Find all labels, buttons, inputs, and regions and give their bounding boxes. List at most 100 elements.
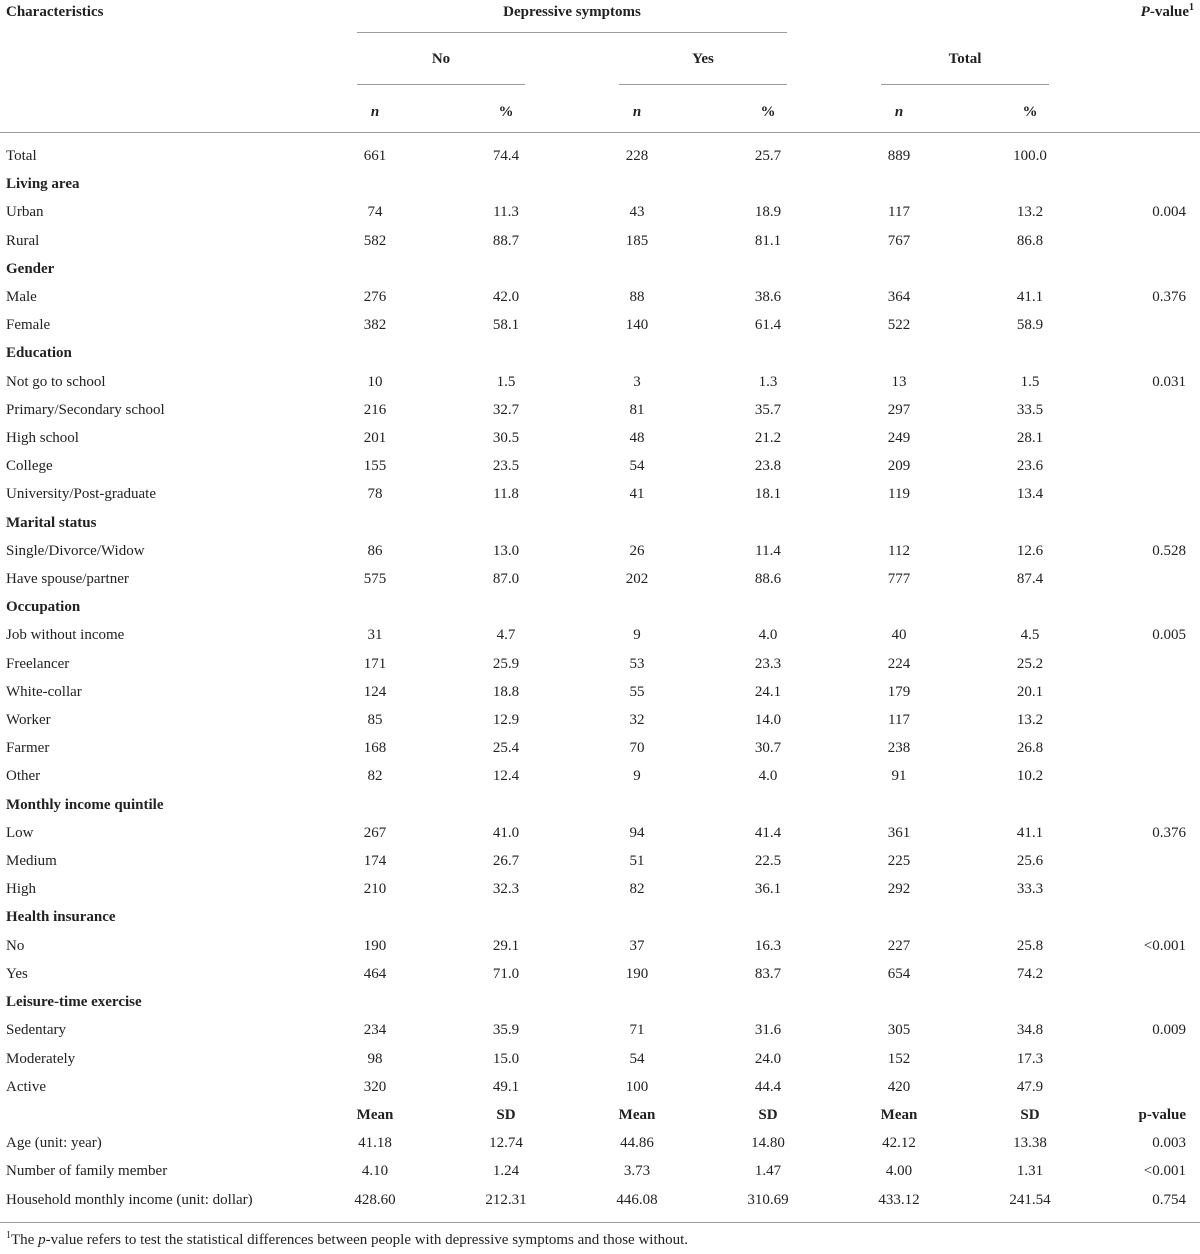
- value-cell: 100: [625, 1078, 649, 1095]
- spacer-cell: [546, 621, 597, 649]
- section-label: Marital status: [6, 514, 97, 531]
- spacer-cell: [939, 198, 990, 226]
- spacer-cell: [466, 988, 546, 1016]
- value-cell: 152: [887, 1050, 911, 1067]
- header-total: Total: [948, 51, 982, 67]
- value-cell: 209: [887, 458, 911, 475]
- spacer-cell: [466, 339, 546, 367]
- spacer-cell: [939, 960, 990, 988]
- value-cell: 36.1: [754, 881, 782, 898]
- spacer-cell: [415, 678, 466, 706]
- value-cell: 13.2: [1016, 712, 1044, 729]
- table-row: University/Post-graduate 78 11.8 41 18.1 119 1…: [0, 480, 1200, 508]
- value-cell: 276: [363, 289, 387, 306]
- table-row: Moderately 98 15.0 54 24.0 152 17.3: [0, 1045, 1200, 1073]
- spacer-cell: [939, 762, 990, 790]
- spacer-cell: [808, 1157, 859, 1185]
- value-cell: 81: [629, 401, 645, 418]
- spacer-cell: [546, 819, 597, 847]
- spacer-cell: [677, 198, 728, 226]
- section-label: Health insurance: [6, 909, 116, 926]
- spacer-cell: [415, 988, 466, 1016]
- spacer-cell: [939, 1101, 990, 1129]
- spacer-cell: [466, 255, 546, 283]
- spacer-cell: [939, 847, 990, 875]
- value-cell: 18.8: [492, 683, 520, 700]
- value-cell: 26: [629, 542, 645, 559]
- value-cell: 26.8: [1016, 740, 1044, 757]
- spacer-cell: [859, 791, 939, 819]
- empty-cell: [1070, 988, 1200, 1016]
- value-cell: 82: [367, 768, 383, 785]
- row-label: Farmer: [6, 740, 50, 757]
- p-value-cell: p-value: [1138, 1106, 1186, 1123]
- value-cell: 71: [629, 1022, 645, 1039]
- spacer-cell: [335, 509, 415, 537]
- row-label: Total: [6, 148, 37, 164]
- section-label: Gender: [6, 260, 55, 277]
- value-cell: 575: [363, 571, 387, 588]
- row-label: No: [6, 937, 25, 954]
- row-label: Household monthly income (unit: dollar): [6, 1191, 253, 1208]
- spacer-cell: [939, 875, 990, 903]
- spacer-cell: [546, 903, 597, 931]
- spacer-cell: [808, 283, 859, 311]
- value-cell: 13: [891, 373, 907, 390]
- header-characteristics: Characteristics: [6, 4, 104, 20]
- value-cell: 41.1: [1016, 289, 1044, 306]
- value-cell: 94: [629, 824, 645, 841]
- section-row: Gender: [0, 255, 1200, 283]
- p-value-cell: 0.004: [1152, 204, 1186, 221]
- spacer-cell: [990, 791, 1070, 819]
- value-cell: 228: [625, 148, 649, 164]
- value-cell: 32.3: [492, 881, 520, 898]
- value-cell: 117: [888, 204, 910, 221]
- spacer-cell: [415, 1073, 466, 1101]
- table-row: Not go to school 10 1.5 3 1.3 13 1.5 0.031: [0, 368, 1200, 396]
- value-cell: 4.10: [361, 1163, 389, 1180]
- spacer-cell: [808, 791, 859, 819]
- spacer-cell: [415, 283, 466, 311]
- row-label: Sedentary: [6, 1022, 66, 1039]
- value-cell: 292: [887, 881, 911, 898]
- spacer-cell: [415, 960, 466, 988]
- table-row: High school 201 30.5 48 21.2 249 28.1: [0, 424, 1200, 452]
- p-value-cell: [1070, 424, 1200, 452]
- value-cell: 44.4: [754, 1078, 782, 1095]
- p-value-cell: 0.528: [1152, 542, 1186, 559]
- value-cell: 18.9: [754, 204, 782, 221]
- value-cell: 13.2: [1016, 204, 1044, 221]
- spacer-cell: [546, 988, 597, 1016]
- spacer-cell: [728, 903, 808, 931]
- row-label: Number of family member: [6, 1163, 168, 1180]
- value-cell: 49.1: [492, 1078, 520, 1095]
- spacer-cell: [415, 1186, 466, 1214]
- spacer-cell: [939, 678, 990, 706]
- spacer-cell: [808, 903, 859, 931]
- spacer-cell: [677, 621, 728, 649]
- data-table: Total 661 74.4 228 25.7 889 100.0 Living area Ur…: [0, 142, 1200, 1214]
- value-cell: 10.2: [1016, 768, 1044, 785]
- value-cell: 88.6: [754, 571, 782, 588]
- p-value-cell: [1070, 1045, 1200, 1073]
- spacer-cell: [939, 424, 990, 452]
- value-cell: 3: [633, 373, 641, 390]
- header-no-n: n: [370, 104, 380, 120]
- value-cell: 33.5: [1016, 401, 1044, 418]
- spacer-cell: [859, 593, 939, 621]
- table-row: Job without income 31 4.7 9 4.0 40 4.5 0.005: [0, 621, 1200, 649]
- spacer-cell: [859, 339, 939, 367]
- row-label: [0, 1101, 335, 1129]
- spacer-cell: [808, 170, 859, 198]
- spacer-cell: [597, 593, 677, 621]
- spacer-cell: [808, 537, 859, 565]
- spacer-cell: [990, 593, 1070, 621]
- spacer-cell: [728, 593, 808, 621]
- row-label: Worker: [6, 712, 51, 729]
- spacer-cell: [808, 988, 859, 1016]
- spacer-cell: [415, 339, 466, 367]
- table-row: College 155 23.5 54 23.8 209 23.6: [0, 452, 1200, 480]
- p-value-cell: [1070, 734, 1200, 762]
- value-cell: 305: [887, 1022, 911, 1039]
- row-label: Not go to school: [6, 373, 106, 390]
